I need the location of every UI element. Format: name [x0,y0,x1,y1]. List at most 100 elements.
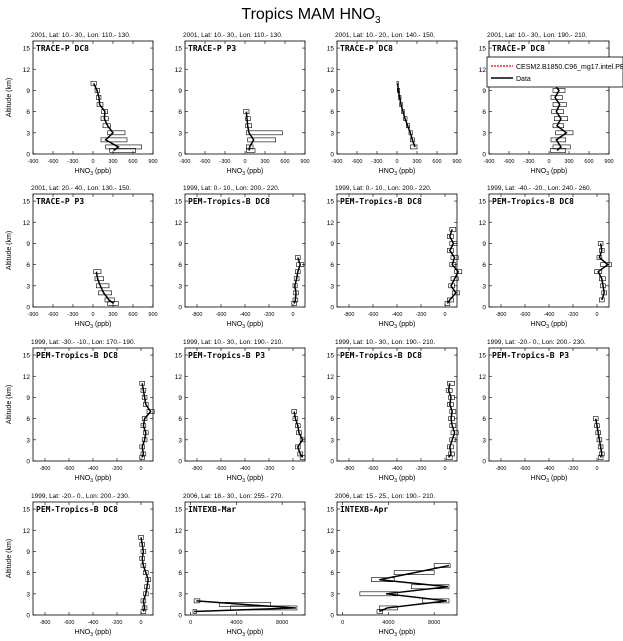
x-tick-label: -800 [39,466,50,472]
x-axis-label-main: HNO [227,629,243,636]
legend-model-label: CESM2.B1850.C96_mg17.intel.PE11 [516,64,623,71]
y-tick-label: 3 [178,130,182,137]
legend: CESM2.B1850.C96_mg17.intel.PE11 Data [486,56,623,88]
panel-header: 1999, Lat: 10.- 30., Lon: 190.- 210. [335,339,435,346]
x-axis-label-unit: (ppb) [397,168,415,175]
y-tick-label: 15 [23,353,31,360]
x-axis-label-sub: 3 [90,632,93,638]
x-axis-label-unit: (ppb) [397,321,415,328]
plot-frame [184,347,306,462]
y-tick-label: 9 [26,88,30,95]
data-median-line [447,383,456,458]
x-tick-label: -600 [367,466,378,472]
x-axis-label-sub: 3 [90,478,93,484]
y-tick-label: 15 [327,353,335,360]
x-axis-label-unit: (ppb) [397,629,415,636]
y-tick-label: 15 [479,46,487,53]
panel-10: 1999, Lat: 10.- 30., Lon: 190.- 210. PEM-… [175,339,306,484]
panel-header: 1999, Lat: -20.- 0., Lon: 200.- 230. [487,339,586,346]
x-tick-label: -600 [519,466,530,472]
y-tick-label: 15 [175,353,183,360]
x-axis-label-main: HNO [379,475,395,482]
panel-header: 1999, Lat: -20.- 0., Lon: 200.- 230. [31,493,130,500]
y-tick-label: 0 [178,305,182,312]
y-tick-label: 0 [482,152,486,159]
y-tick-label: 12 [23,67,31,74]
x-axis-label-main: HNO [75,629,91,636]
x-axis-label-unit: (ppb) [245,629,263,636]
x-tick-label: -400 [239,466,250,472]
percentile-box [454,269,463,274]
y-tick-label: 9 [330,549,334,556]
y-tick-label: 6 [482,416,486,423]
panel-3: 2001, Lat: 10.- 20., Lon: 140.- 150. TRAC… [327,32,462,177]
x-tick-label: -600 [215,312,226,318]
y-tick-label: 6 [482,262,486,269]
x-tick-label: 0 [189,620,192,626]
percentile-box [448,395,455,400]
x-axis-label: HNO3 (ppb) [379,475,416,484]
campaign-label: PEM-Tropics-B DC8 [492,196,574,206]
y-tick-label: 12 [327,67,335,74]
y-tick-label: 12 [479,67,487,74]
y-tick-label: 15 [175,507,183,514]
x-axis-label-sub: 3 [90,324,93,330]
panel-1: 2001, Lat: 10.- 30., Lon: 110.- 130. TRAC… [6,32,158,177]
plot-frame [32,501,154,616]
x-axis-label-sub: 3 [394,324,397,330]
campaign-label: TRACE-P DC8 [340,44,393,53]
x-axis-label: HNO3 (ppb) [75,168,112,177]
y-tick-label: 6 [178,570,182,577]
x-tick-label: -200 [263,312,274,318]
data-median-line [194,600,296,613]
percentile-box [450,276,459,282]
percentile-box [146,409,155,414]
x-axis-label-main: HNO [531,321,547,328]
percentile-box [449,241,458,246]
campaign-label: PEM-Tropics-B P3 [188,350,265,360]
y-tick-label: 6 [178,262,182,269]
x-tick-label: -200 [415,312,426,318]
percentile-box [449,409,457,414]
x-tick-label: 0 [547,159,550,165]
y-tick-label: 15 [23,507,31,514]
y-tick-label: 6 [26,570,30,577]
panel-9: 1999, Lat: -30.- -10., Lon: 170.- 190. PE… [6,339,155,484]
percentile-box [109,148,136,153]
x-axis-label-main: HNO [379,629,395,636]
percentile-box [104,297,115,303]
y-tick-label: 15 [327,507,335,514]
x-tick-label: 0 [443,466,446,472]
y-tick-label: 9 [330,241,334,248]
panel-header: 2001, Lat: 20.- 40., Lon: 130.- 150. [31,185,131,192]
x-axis-label-unit: (ppb) [549,168,567,175]
percentile-box [90,81,97,86]
x-axis-label-unit: (ppb) [549,321,567,328]
y-tick-label: 3 [482,130,486,137]
x-tick-label: -800 [495,312,506,318]
figure-title: Tropics MAM HNO3 [241,6,381,26]
y-tick-label: 9 [330,88,334,95]
plot-frame [32,193,154,308]
x-tick-label: -600 [47,159,58,165]
x-axis-label-unit: (ppb) [93,321,111,328]
percentile-box [393,570,435,575]
data-median-line [245,111,255,151]
data-median-line [595,418,603,458]
x-tick-label: 0 [595,312,598,318]
y-tick-label: 6 [482,109,486,116]
percentile-box [245,116,251,121]
x-axis-label-unit: (ppb) [245,321,263,328]
percentile-box [448,451,455,457]
x-axis-label-main: HNO [531,168,547,175]
x-tick-label: -600 [199,159,210,165]
campaign-label: PEM-Tropics-B DC8 [188,196,270,206]
y-tick-label: 9 [178,241,182,248]
x-axis-label: HNO3 (ppb) [227,168,264,177]
y-tick-label: 12 [479,220,487,227]
percentile-box [410,144,418,150]
y-tick-label: 12 [175,220,183,227]
panel-header: 1999, Lat: 10.- 30., Lon: 190.- 210. [183,339,283,346]
y-axis-label: Altitude (km) [6,539,13,578]
x-tick-label: 0 [443,312,446,318]
